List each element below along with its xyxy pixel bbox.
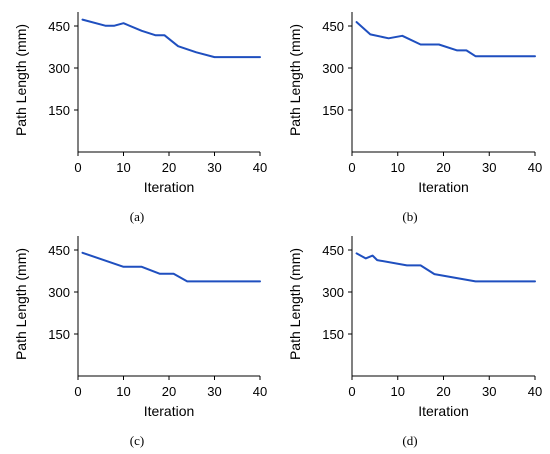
x-tick-label: 0: [348, 384, 355, 399]
x-tick-label: 40: [528, 160, 542, 175]
x-tick-label: 0: [74, 384, 81, 399]
x-tick-label: 40: [253, 160, 267, 175]
panel-caption: (a): [130, 209, 144, 224]
x-tick-label: 10: [116, 384, 130, 399]
x-tick-label: 30: [207, 384, 221, 399]
x-tick-label: 40: [253, 384, 267, 399]
x-tick-label: 20: [162, 160, 176, 175]
x-tick-label: 20: [436, 384, 450, 399]
y-axis-title: Path Length (mm): [13, 248, 29, 360]
chart-panel-2: 0 10 20 30 40 150 300 450 Iteration Path Length (…: [287, 12, 542, 224]
x-axis-title: Iteration: [144, 403, 195, 419]
y-axis-title: Path Length (mm): [287, 24, 303, 136]
series-line: [355, 252, 536, 283]
x-tick-label: 30: [482, 160, 496, 175]
chart-panel-3: 0 10 20 30 40 150 300 450 Iteration Path Length (…: [13, 236, 267, 448]
y-tick-label: 450: [48, 19, 70, 34]
y-axis-title: Path Length (mm): [13, 24, 29, 136]
x-axis-title: Iteration: [418, 179, 469, 195]
x-tick-label: 0: [74, 160, 81, 175]
panel-caption: (d): [402, 433, 417, 448]
y-axis-title: Path Length (mm): [287, 248, 303, 360]
y-tick-label: 450: [322, 243, 344, 258]
x-tick-label: 40: [528, 384, 542, 399]
panel-caption: (b): [402, 209, 417, 224]
x-tick-label: 20: [436, 160, 450, 175]
y-tick-label: 300: [322, 285, 344, 300]
series-line: [355, 21, 536, 58]
chart-panel-4: 0 10 20 30 40 150 300 450 Iteration Path Length (…: [287, 236, 542, 448]
x-tick-label: 20: [162, 384, 176, 399]
x-tick-label: 0: [348, 160, 355, 175]
y-tick-label: 450: [48, 243, 70, 258]
x-tick-label: 10: [391, 160, 405, 175]
x-tick-label: 30: [207, 160, 221, 175]
chart-panel-1: 0 10 20 30 40 150 300 450 Iteration Path Length (…: [13, 12, 267, 224]
y-tick-label: 150: [322, 103, 344, 118]
y-tick-label: 300: [48, 285, 70, 300]
x-axis-title: Iteration: [418, 403, 469, 419]
y-tick-label: 300: [48, 61, 70, 76]
series-line: [81, 251, 261, 283]
y-tick-label: 150: [48, 327, 70, 342]
y-tick-label: 150: [48, 103, 70, 118]
x-axis-title: Iteration: [144, 179, 195, 195]
series-line: [81, 18, 261, 59]
x-tick-label: 30: [482, 384, 496, 399]
y-tick-label: 450: [322, 19, 344, 34]
panel-caption: (c): [130, 433, 144, 448]
y-tick-label: 150: [322, 327, 344, 342]
x-tick-label: 10: [116, 160, 130, 175]
y-tick-label: 300: [322, 61, 344, 76]
x-tick-label: 10: [391, 384, 405, 399]
